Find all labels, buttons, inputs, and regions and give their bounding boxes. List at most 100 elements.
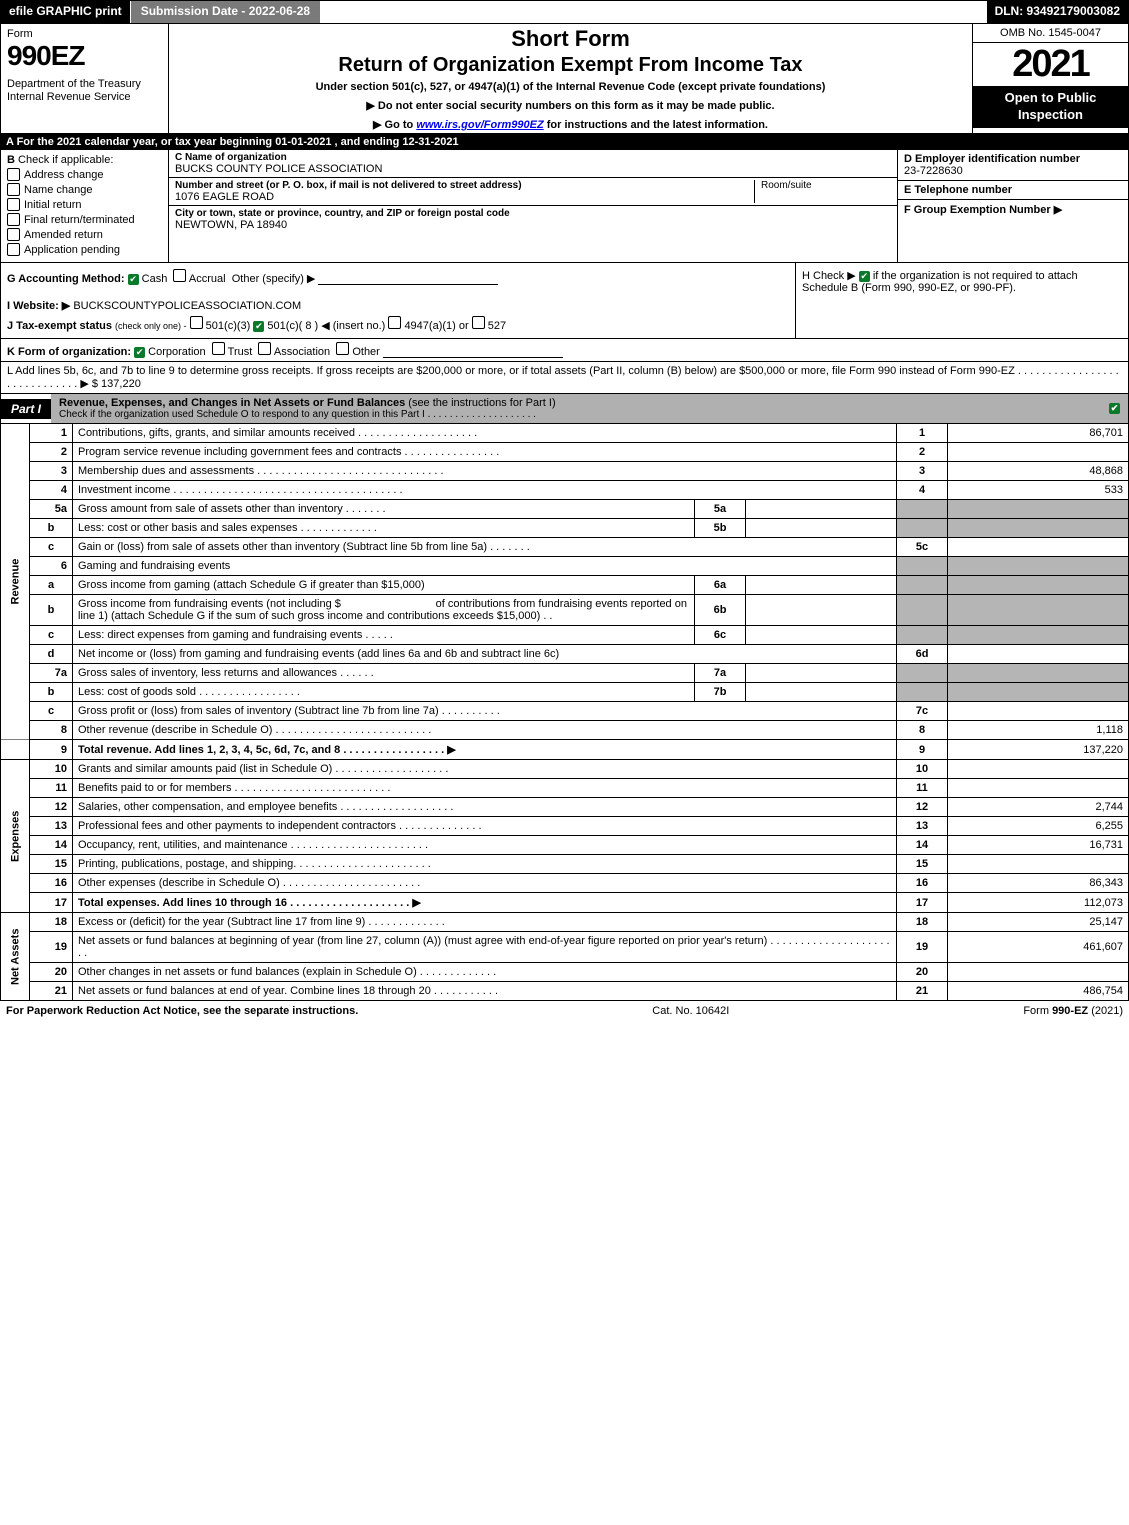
k-form-org: K Form of organization: Corporation Trus… — [0, 339, 1129, 362]
amt-3: 48,868 — [948, 462, 1129, 481]
row-17: 17 Total expenses. Add lines 10 through … — [1, 893, 1129, 913]
row-10: Expenses 10 Grants and similar amounts p… — [1, 760, 1129, 779]
row-13: 13 Professional fees and other payments … — [1, 817, 1129, 836]
open-public-badge: Open to Public Inspection — [973, 86, 1128, 128]
omb-number: OMB No. 1545-0047 — [973, 24, 1128, 43]
subtitle-3: ▶ Go to www.irs.gov/Form990EZ for instru… — [177, 118, 964, 131]
g-accounting: G Accounting Method: Cash Accrual Other … — [7, 269, 789, 285]
chk-part1-scheduleo[interactable] — [1109, 403, 1120, 414]
goto-pre: ▶ Go to — [373, 119, 416, 131]
row-20: 20 Other changes in net assets or fund b… — [1, 963, 1129, 982]
footer-mid: Cat. No. 10642I — [652, 1005, 729, 1017]
return-title: Return of Organization Exempt From Incom… — [177, 54, 964, 77]
section-def: D Employer identification number 23-7228… — [897, 150, 1128, 262]
org-name: BUCKS COUNTY POLICE ASSOCIATION — [175, 163, 891, 175]
amt-10 — [948, 760, 1129, 779]
amt-11 — [948, 779, 1129, 798]
goto-post: for instructions and the latest informat… — [544, 119, 768, 131]
chk-cash[interactable] — [128, 274, 139, 285]
row-7b: b Less: cost of goods sold . . . . . . .… — [1, 683, 1129, 702]
part1-title: Revenue, Expenses, and Changes in Net As… — [59, 397, 405, 409]
row-3: 3 Membership dues and assessments . . . … — [1, 462, 1129, 481]
amt-13: 6,255 — [948, 817, 1129, 836]
b-letter: B — [7, 154, 15, 166]
e-phone-label: E Telephone number — [904, 184, 1122, 196]
chk-h[interactable] — [859, 271, 870, 282]
netassets-side-label: Net Assets — [1, 913, 30, 1001]
short-form-title: Short Form — [177, 26, 964, 52]
form-header: Form 990EZ Department of the Treasury In… — [0, 24, 1129, 134]
other-org-input[interactable] — [383, 345, 563, 358]
schedule-table: Revenue 1 Contributions, gifts, grants, … — [0, 424, 1129, 1001]
row-5c: c Gain or (loss) from sale of assets oth… — [1, 538, 1129, 557]
chk-final-return[interactable]: Final return/terminated — [7, 213, 162, 226]
chk-501c3[interactable] — [190, 316, 203, 329]
org-city: NEWTOWN, PA 18940 — [175, 219, 891, 231]
top-bar: efile GRAPHIC print Submission Date - 20… — [0, 0, 1129, 24]
row-6b: b Gross income from fundraising events (… — [1, 595, 1129, 626]
chk-accrual[interactable] — [173, 269, 186, 282]
row-7a: 7a Gross sales of inventory, less return… — [1, 664, 1129, 683]
j-tax-exempt: J Tax-exempt status (check only one) - 5… — [7, 316, 789, 332]
l-gross-receipts: L Add lines 5b, 6c, and 7b to line 9 to … — [0, 362, 1129, 394]
amt-15 — [948, 855, 1129, 874]
c-name-label: C Name of organization — [175, 152, 891, 163]
chk-name-change[interactable]: Name change — [7, 183, 162, 196]
chk-4947[interactable] — [388, 316, 401, 329]
chk-association[interactable] — [258, 342, 271, 355]
tax-year: 2021 — [973, 43, 1128, 86]
l-amount: 137,220 — [101, 378, 141, 390]
row-12: 12 Salaries, other compensation, and emp… — [1, 798, 1129, 817]
chk-amended-return[interactable]: Amended return — [7, 228, 162, 241]
chk-501c[interactable] — [253, 321, 264, 332]
irs-link[interactable]: www.irs.gov/Form990EZ — [416, 119, 543, 131]
chk-initial-return[interactable]: Initial return — [7, 198, 162, 211]
row-15: 15 Printing, publications, postage, and … — [1, 855, 1129, 874]
amt-6d — [948, 645, 1129, 664]
row-6d: d Net income or (loss) from gaming and f… — [1, 645, 1129, 664]
chk-other-org[interactable] — [336, 342, 349, 355]
amt-14: 16,731 — [948, 836, 1129, 855]
row-2: 2 Program service revenue including gove… — [1, 443, 1129, 462]
chk-address-change[interactable]: Address change — [7, 168, 162, 181]
dept-label: Department of the Treasury Internal Reve… — [7, 78, 162, 104]
gh-block: G Accounting Method: Cash Accrual Other … — [0, 263, 1129, 339]
efile-print-button[interactable]: efile GRAPHIC print — [1, 1, 130, 23]
subtitle-1: Under section 501(c), 527, or 4947(a)(1)… — [177, 81, 964, 93]
chk-527[interactable] — [472, 316, 485, 329]
part1-title-paren: (see the instructions for Part I) — [408, 397, 555, 409]
dln-label: DLN: 93492179003082 — [987, 1, 1128, 23]
h-check: H Check ▶ if the organization is not req… — [795, 263, 1128, 338]
submission-date-button[interactable]: Submission Date - 2022-06-28 — [130, 1, 320, 23]
row-9: 9 Total revenue. Add lines 1, 2, 3, 4, 5… — [1, 740, 1129, 760]
row-11: 11 Benefits paid to or for members . . .… — [1, 779, 1129, 798]
website-value: BUCKSCOUNTYPOLICEASSOCIATION.COM — [73, 300, 301, 312]
form-number: 990EZ — [7, 40, 162, 72]
amt-20 — [948, 963, 1129, 982]
b-hdr: Check if applicable: — [18, 154, 113, 166]
amt-18: 25,147 — [948, 913, 1129, 932]
amt-12: 2,744 — [948, 798, 1129, 817]
amt-19: 461,607 — [948, 932, 1129, 963]
section-c: C Name of organization BUCKS COUNTY POLI… — [169, 150, 897, 262]
amt-5c — [948, 538, 1129, 557]
d-ein-label: D Employer identification number — [904, 153, 1122, 165]
row-6a: a Gross income from gaming (attach Sched… — [1, 576, 1129, 595]
amt-4: 533 — [948, 481, 1129, 500]
other-specify-input[interactable] — [318, 272, 498, 285]
chk-corporation[interactable] — [134, 347, 145, 358]
section-a-bar: A For the 2021 calendar year, or tax yea… — [0, 134, 1129, 150]
chk-trust[interactable] — [212, 342, 225, 355]
f-group-label: F Group Exemption Number ▶ — [904, 203, 1122, 216]
room-suite-label: Room/suite — [754, 180, 891, 203]
row-5b: b Less: cost or other basis and sales ex… — [1, 519, 1129, 538]
form-word: Form — [7, 28, 162, 40]
row-16: 16 Other expenses (describe in Schedule … — [1, 874, 1129, 893]
row-6: 6 Gaming and fundraising events — [1, 557, 1129, 576]
part1-sub: Check if the organization used Schedule … — [59, 409, 556, 420]
part1-tab: Part I — [1, 399, 51, 419]
ein-value: 23-7228630 — [904, 165, 1122, 177]
row-4: 4 Investment income . . . . . . . . . . … — [1, 481, 1129, 500]
c-addr-label: Number and street (or P. O. box, if mail… — [175, 180, 754, 191]
chk-application-pending[interactable]: Application pending — [7, 243, 162, 256]
